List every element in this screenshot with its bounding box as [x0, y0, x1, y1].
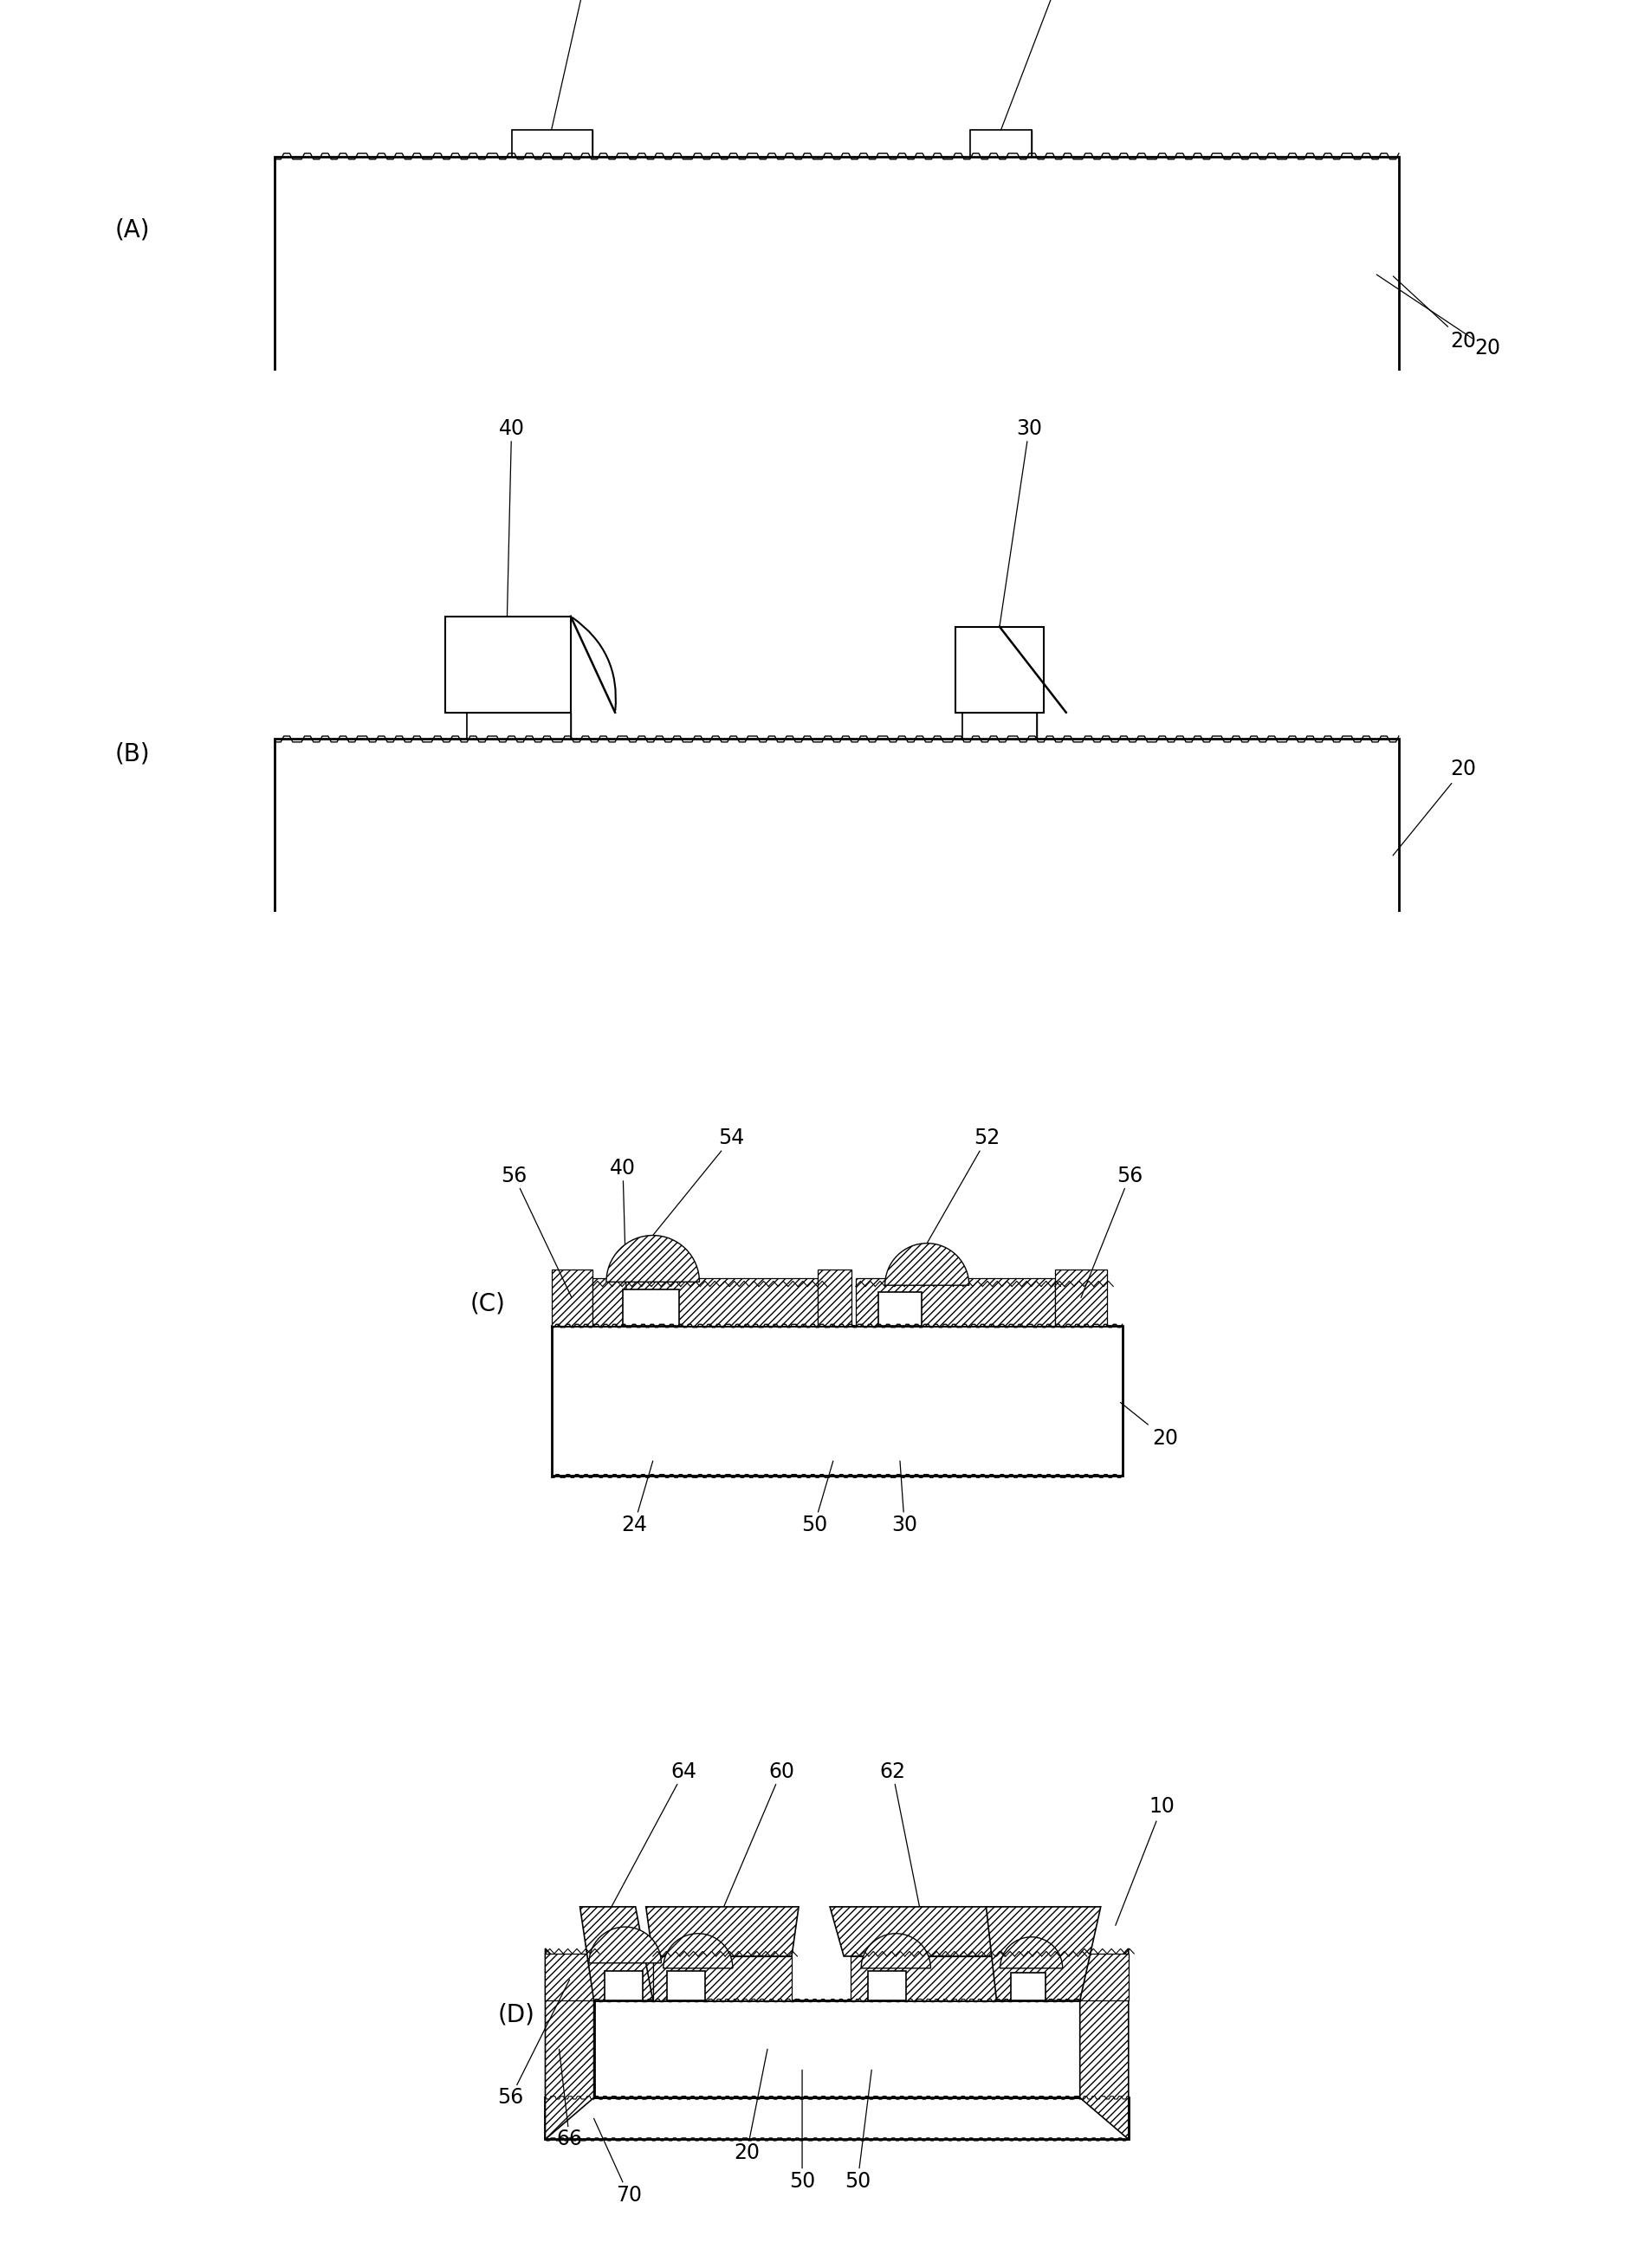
Text: 22: 22 — [1001, 0, 1071, 129]
Text: (A): (A) — [115, 218, 151, 243]
Polygon shape — [830, 1907, 1011, 1957]
Bar — [1011, 1973, 1045, 2000]
Text: 52: 52 — [926, 1127, 1001, 1243]
Text: 24: 24 — [621, 1461, 653, 1535]
Bar — [1055, 1270, 1107, 1327]
Bar — [962, 712, 1037, 739]
Wedge shape — [588, 1928, 661, 1964]
Text: 40: 40 — [609, 1157, 635, 1300]
Text: 54: 54 — [653, 1127, 744, 1236]
Text: 56: 56 — [500, 1166, 572, 1297]
Bar — [512, 129, 593, 156]
Polygon shape — [645, 1907, 798, 1957]
Polygon shape — [986, 1907, 1100, 2000]
Text: 50: 50 — [790, 2071, 816, 2191]
Text: 24: 24 — [551, 0, 598, 129]
Text: 20: 20 — [1120, 1402, 1178, 1449]
Text: 70: 70 — [593, 2118, 642, 2204]
Text: 50: 50 — [845, 2071, 871, 2191]
Bar — [546, 2098, 1128, 2139]
Bar — [970, 129, 1032, 156]
Bar — [956, 626, 1043, 712]
Bar — [551, 1327, 1123, 1476]
Bar — [878, 1293, 921, 1327]
Text: 20: 20 — [1393, 758, 1477, 855]
Text: (C): (C) — [470, 1290, 505, 1315]
Bar — [856, 1277, 1055, 1327]
Bar — [551, 1270, 593, 1327]
Bar — [593, 2000, 1081, 2098]
Text: 56: 56 — [1081, 1166, 1142, 1297]
Wedge shape — [606, 1236, 699, 1281]
Text: 62: 62 — [879, 1760, 920, 1910]
Text: 56: 56 — [497, 1980, 569, 2107]
Text: 30: 30 — [999, 417, 1042, 626]
Text: 20: 20 — [1393, 277, 1477, 352]
Bar — [962, 712, 1037, 739]
Bar — [868, 1971, 907, 2000]
Text: 20: 20 — [733, 2048, 767, 2164]
Polygon shape — [1081, 1948, 1128, 2139]
Bar — [817, 1270, 852, 1327]
Wedge shape — [861, 1935, 931, 1969]
Text: 64: 64 — [608, 1760, 697, 1914]
Wedge shape — [663, 1935, 733, 1969]
Text: 10: 10 — [1115, 1796, 1175, 1926]
Text: (D): (D) — [497, 2003, 535, 2028]
Bar — [468, 712, 570, 739]
Polygon shape — [546, 1948, 593, 2139]
Bar — [275, 156, 1399, 392]
Bar — [1081, 1953, 1128, 2000]
Polygon shape — [580, 1907, 653, 2000]
Text: 50: 50 — [801, 1461, 834, 1535]
Bar — [512, 129, 593, 156]
Text: 60: 60 — [722, 1760, 795, 1910]
Text: (B): (B) — [115, 742, 151, 767]
Text: 20: 20 — [1376, 274, 1500, 358]
Bar — [593, 1277, 817, 1327]
Bar — [970, 129, 1032, 156]
Bar — [666, 1971, 705, 2000]
Bar — [593, 1953, 653, 2000]
Text: 30: 30 — [892, 1461, 918, 1535]
Bar — [653, 1957, 791, 2000]
Text: 40: 40 — [499, 417, 525, 617]
Bar — [275, 739, 1399, 975]
Bar — [468, 712, 570, 739]
Bar — [445, 617, 570, 712]
Wedge shape — [886, 1243, 968, 1286]
Wedge shape — [999, 1937, 1063, 1969]
Bar — [622, 1290, 679, 1327]
Bar — [546, 1953, 593, 2000]
Text: 66: 66 — [556, 2048, 582, 2150]
Bar — [604, 1971, 642, 2000]
Bar — [852, 1957, 996, 2000]
